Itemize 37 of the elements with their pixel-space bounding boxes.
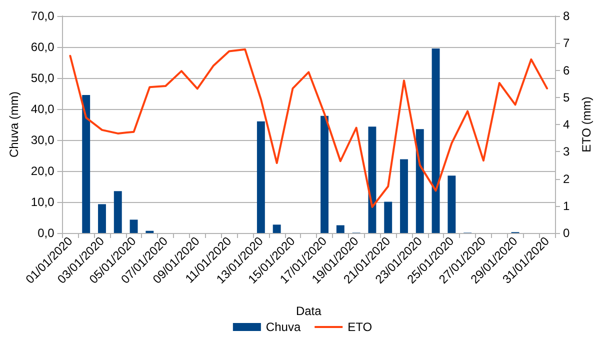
bar — [432, 48, 440, 233]
y-tick-label: 10,0 — [30, 195, 55, 209]
y-tick-label: 30,0 — [30, 133, 55, 147]
bar — [384, 202, 392, 233]
bar — [320, 116, 328, 233]
y2-tick-label: 7 — [563, 36, 570, 50]
y2-tick-label: 2 — [563, 172, 570, 186]
y2-tick-label: 4 — [563, 118, 570, 132]
y2-tick-label: 5 — [563, 90, 570, 104]
bar — [416, 129, 424, 233]
y2-tick-label: 8 — [563, 9, 570, 23]
bar — [256, 121, 265, 233]
bar — [114, 191, 122, 233]
y-tick-label: 20,0 — [30, 164, 55, 178]
bar — [130, 220, 138, 233]
y-tick-label: 50,0 — [30, 71, 55, 85]
legend-label: Chuva — [266, 320, 301, 334]
bar — [368, 126, 376, 233]
x-axis-title: Data — [296, 304, 322, 318]
y2-tick-label: 0 — [563, 226, 570, 240]
line-series — [69, 48, 548, 208]
bar — [82, 95, 90, 233]
y-axis-title: Chuva (mm) — [7, 91, 21, 158]
y2-axis-title: ETO (mm) — [580, 96, 594, 152]
legend-label: ETO — [348, 320, 372, 334]
bar — [400, 159, 408, 233]
y-tick-label: 60,0 — [30, 40, 55, 54]
bar — [98, 204, 106, 233]
bar — [448, 176, 456, 233]
bar — [272, 224, 281, 233]
y2-tick-label: 6 — [563, 63, 570, 78]
y2-tick-label: 1 — [563, 198, 570, 213]
y2-tick-label: 3 — [563, 144, 570, 159]
y-tick-label: 0,0 — [38, 226, 55, 240]
y-tick-label: 70,0 — [30, 9, 55, 23]
y-tick-label: 40,0 — [30, 102, 55, 116]
bar — [336, 225, 344, 233]
